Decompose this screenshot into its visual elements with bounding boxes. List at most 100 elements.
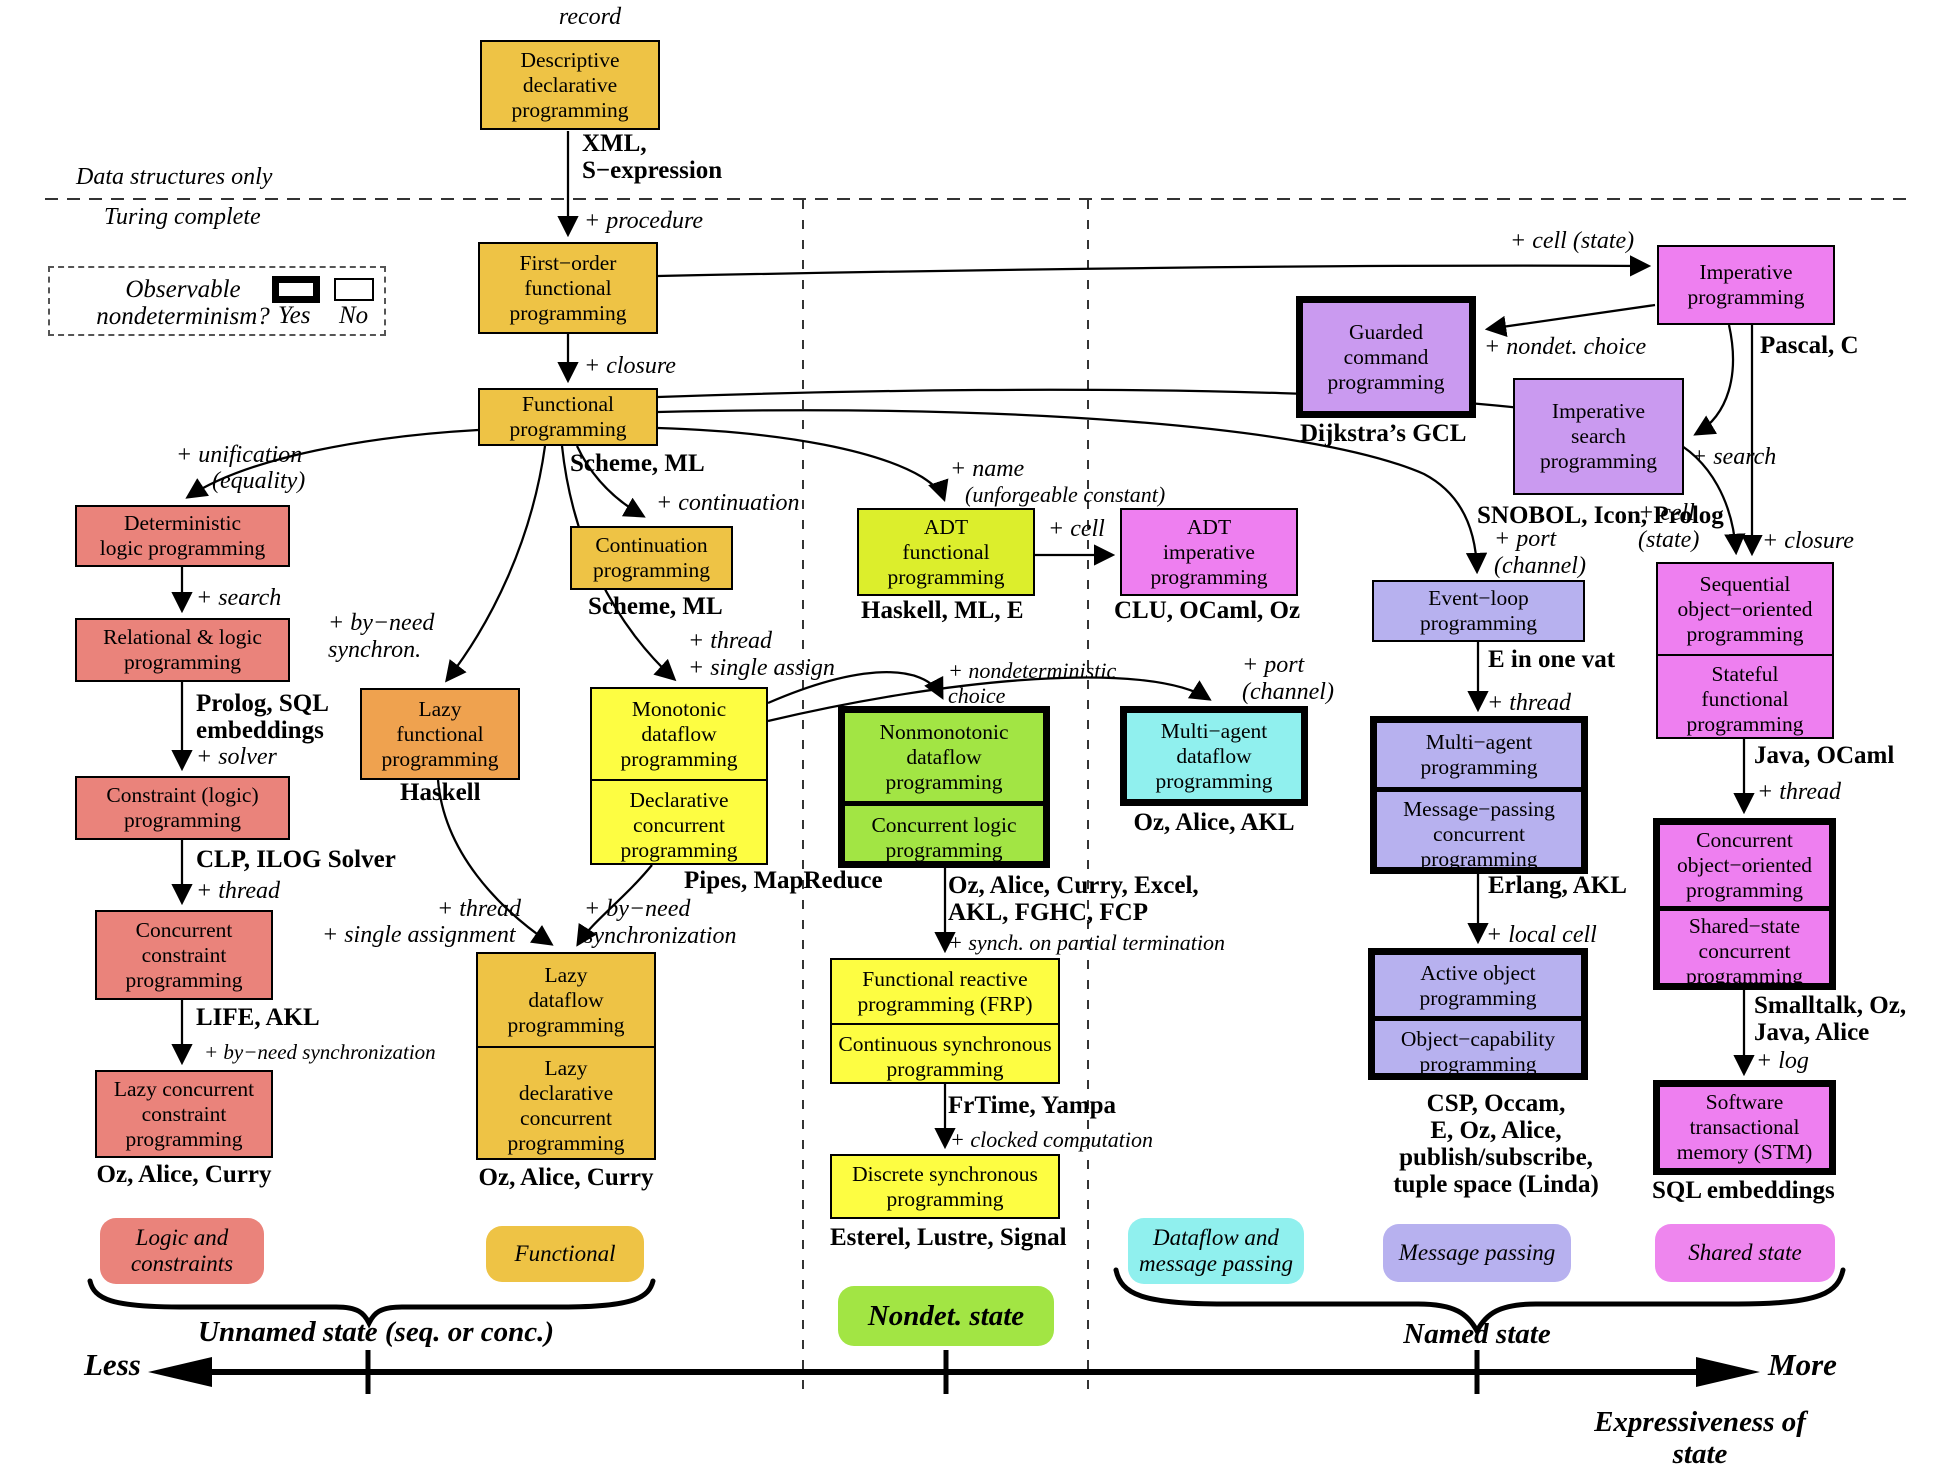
node-concurrent-oo-segment-0: Concurrent object−oriented programming [1676,828,1813,902]
node-imperative: Imperative programming [1657,245,1835,325]
node-continuation: Continuation programming [570,526,733,590]
edge-lazy-functional-to-lazy-dataflow [436,779,554,946]
unnamed-state-brace [87,1278,656,1329]
label-esterel-lustre-signal: Esterel, Lustre, Signal [830,1224,1067,1251]
label-port-channel-dataflow: + port (channel) [1242,652,1334,705]
node-frp-synchronous-segment-0: Functional reactive programming (FRP) [857,966,1033,1016]
node-deterministic-logic-segment-0: Deterministic logic programming [99,511,266,560]
label-haskell-ml-e: Haskell, ML, E [861,597,1024,624]
badge-nondet-state-badge: Nondet. state [838,1286,1054,1346]
edge-functional-to-adt-functional [657,426,949,503]
edge-functional-to-deterministic-logic [185,428,479,499]
node-concurrent-oo-segment-1: Shared−state concurrent programming [1660,906,1829,992]
node-functional-segment-0: Functional programming [509,392,627,441]
label-sql-embeddings: SQL embeddings [1652,1177,1835,1204]
node-first-order-functional: First−order functional programming [478,242,658,334]
axis-right-arrowhead [1696,1357,1760,1387]
label-synch-partial-termination: + synch. on partial termination [948,930,1225,955]
node-multi-agent-programming: Multi−agent programming Message−passing c… [1370,716,1588,874]
badge-logic-and-constraints: Logic and constraints [100,1218,264,1284]
label-cell-state-top: + cell (state) [1510,228,1635,254]
node-discrete-synchronous-segment-0: Discrete synchronous programming [852,1161,1038,1211]
label-more: More [1768,1347,1837,1382]
node-first-order-functional-segment-0: First−order functional programming [509,250,627,325]
node-relational-logic-segment-0: Relational & logic programming [103,625,262,674]
edge-monotonic-dataflow-to-nonmonotonic-dataflow [767,671,944,705]
label-life-akl: LIFE, AKL [196,1004,320,1031]
label-csp-occam-linda: CSP, Occam, E, Oz, Alice, publish/subscr… [1393,1090,1599,1198]
label-by-need-sync-lazy: + by−need synchronization [584,896,737,949]
label-unforgeable-constant: (unforgeable constant) [965,482,1166,507]
label-clu-ocaml-oz: CLU, OCaml, Oz [1114,597,1301,624]
node-constraint-logic-segment-0: Constraint (logic) programming [106,783,259,832]
label-oz-alice-curry-mid: Oz, Alice, Curry [478,1164,654,1191]
label-plus-unification: + unification [176,442,303,468]
label-clocked-computation: + clocked computation [950,1127,1154,1152]
label-frtime-yampa: FrTime, Yampa [948,1092,1117,1119]
label-pipes-mapreduce: Pipes, MapReduce [684,867,883,894]
label-oz-alice-curry-left: Oz, Alice, Curry [96,1161,272,1188]
node-active-object-segment-1: Object−capability programming [1375,1016,1581,1082]
node-guarded-command: Guarded command programming [1296,296,1476,418]
node-descriptive-segment-0: Descriptive declarative programming [511,47,629,122]
label-plus-log: + log [1756,1048,1809,1074]
node-stm: Software transactional memory (STM) [1653,1080,1836,1175]
edge-monotonic-dataflow-to-lazy-dataflow [576,864,653,947]
label-plus-single-assignment: + single assignment [322,922,516,948]
label-plus-thread-single-assign: + thread + single assign [688,628,835,681]
node-adt-functional: ADT functional programming [857,508,1035,596]
label-by-need-sync-constraint: + by−need synchronization [204,1040,436,1064]
edge-functional-to-sequential-oo [657,388,1746,556]
grouping-braces [87,1267,1846,1337]
label-scheme-ml-functional: Scheme, ML [570,450,705,477]
node-frp-synchronous: Functional reactive programming (FRP) Con… [830,958,1060,1084]
label-named-state: Named state [1403,1318,1551,1350]
label-plus-continuation: + continuation [656,490,800,516]
node-active-object-segment-0: Active object programming [1419,960,1537,1010]
node-constraint-logic: Constraint (logic) programming [75,776,290,840]
label-smalltalk-oz-java-alice: Smalltalk, Oz, Java, Alice [1754,992,1907,1046]
node-concurrent-constraint: Concurrent constraint programming [95,910,273,1000]
node-active-object: Active object programming Object−capabili… [1368,948,1588,1080]
node-multi-agent-dataflow-segment-0: Multi−agent dataflow programming [1155,718,1273,793]
label-plus-procedure: + procedure [584,208,704,234]
label-nondeterministic-choice: + nondeterministic choice [948,658,1117,708]
edge-monotonic-dataflow-to-multi-agent-dataflow [767,676,1212,723]
label-pascal-c: Pascal, C [1760,332,1859,359]
label-plus-search-imperative: + search [1691,444,1777,470]
node-sequential-oo-segment-1: Stateful functional programming [1658,654,1832,743]
node-lazy-functional-segment-0: Lazy functional programming [381,696,499,771]
node-multi-agent-dataflow: Multi−agent dataflow programming [1120,706,1308,806]
node-sequential-oo-segment-0: Sequential object−oriented programming [1677,571,1813,646]
label-cell-state-right: + cell (state) [1638,500,1700,553]
label-data-structures-only: Data structures only [76,164,273,190]
node-relational-logic: Relational & logic programming [75,618,290,682]
label-oz-alice-akl: Oz, Alice, AKL [1133,809,1295,836]
label-dijkstra-gcl: Dijkstra’s GCL [1300,420,1467,447]
node-multi-agent-programming-segment-0: Multi−agent programming [1420,730,1538,779]
label-haskell: Haskell [400,779,481,806]
edge-first-order-functional-to-imperative [657,255,1652,278]
edge-functional-to-lazy-functional [445,445,547,683]
edge-imperative-to-guarded-command [1484,303,1656,337]
legend-no: No [339,302,369,329]
node-imperative-search: Imperative search programming [1513,378,1684,495]
legend-yes: Yes [278,302,311,329]
label-port-channel-eventloop: + port (channel) [1494,526,1586,579]
node-adt-imperative-segment-0: ADT imperative programming [1150,514,1268,589]
label-plus-closure-right: + closure [1762,528,1854,554]
label-oz-alice-curry-excel: Oz, Alice, Curry, Excel, AKL, FGHC, FCP [948,872,1199,926]
node-lazy-concurrent-constraint-segment-0: Lazy concurrent constraint programming [113,1076,255,1151]
label-plus-search-logic: + search [196,585,282,611]
edge-functional-to-continuation [575,445,646,518]
node-sequential-oo: Sequential object−oriented programming St… [1656,562,1834,739]
node-event-loop: Event−loop programming [1372,580,1585,642]
node-descriptive: Descriptive declarative programming [480,40,660,130]
label-plus-cell-adt: + cell [1048,516,1105,542]
label-clp-ilog-solver: CLP, ILOG Solver [196,846,396,873]
badge-message-passing-badge: Message passing [1383,1224,1571,1282]
node-multi-agent-programming-segment-1: Message−passing concurrent programming [1377,787,1581,876]
node-concurrent-oo: Concurrent object−oriented programming Sh… [1653,818,1836,990]
node-stm-segment-0: Software transactional memory (STM) [1676,1090,1813,1164]
